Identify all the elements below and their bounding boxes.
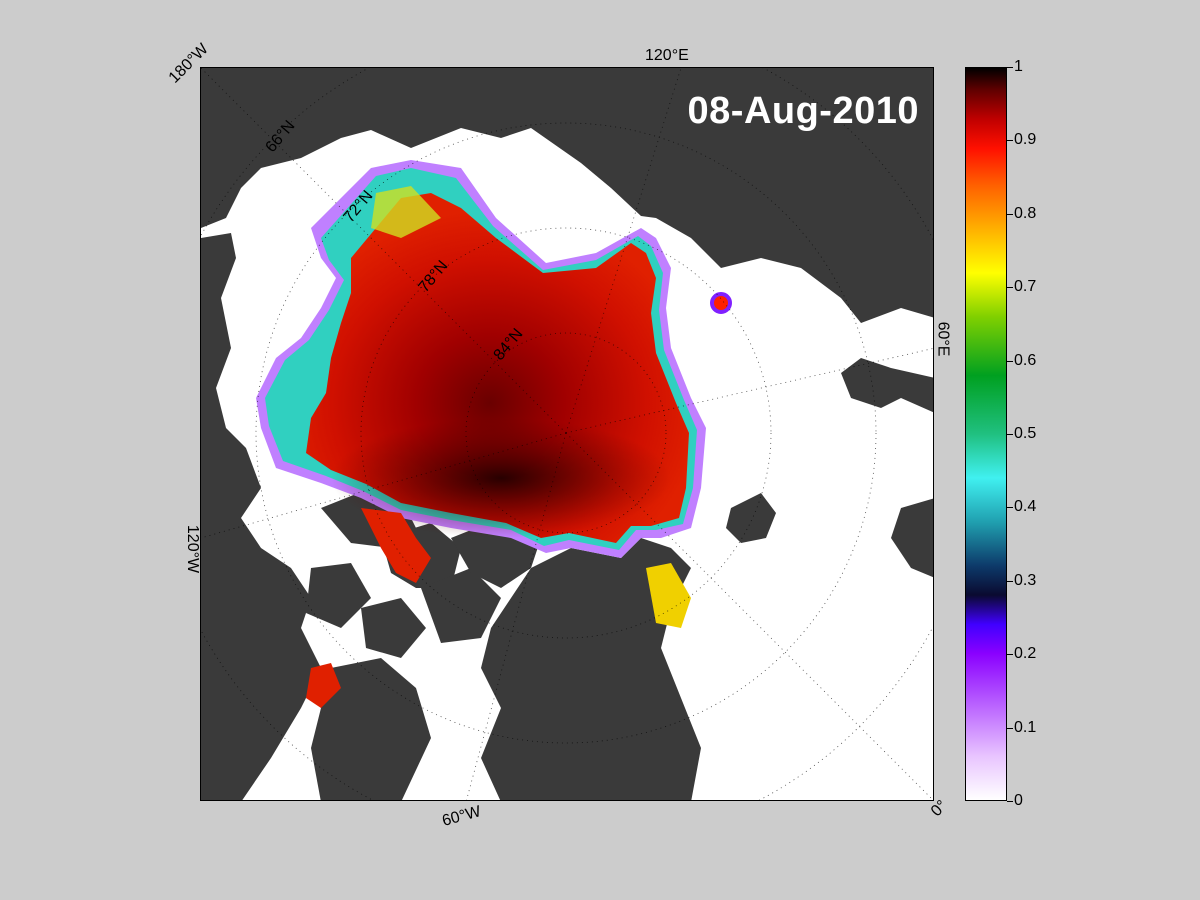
colorbar-tick-label: 0.5 (1014, 425, 1037, 442)
lon-120e-label: 120°E (645, 47, 689, 64)
colorbar-tick (1007, 434, 1013, 435)
colorbar-tick-label: 0.9 (1014, 131, 1037, 149)
colorbar-tick-label: 0 (1014, 792, 1023, 809)
land-baffin (311, 658, 431, 800)
ice-thick-core (331, 418, 671, 538)
ice-fram-yellow (646, 563, 691, 628)
colorbar-tick (1007, 140, 1013, 142)
land-eurasia (201, 68, 933, 323)
colorbar-tick-label: 0.1 (1014, 718, 1037, 736)
colorbar-tick-label: 0.2 (1014, 645, 1037, 663)
land-alaska (201, 233, 321, 800)
ice-channel-baffin (306, 663, 341, 708)
colorbar-tick (1007, 727, 1013, 729)
sea-ice-map: 08-Aug-2010 66°N 72°N 78°N 84°N (200, 67, 934, 801)
colorbar-tick-label: 1 (1014, 58, 1023, 75)
colorbar-tick (1007, 801, 1013, 802)
colorbar-tick-label: 0.6 (1014, 351, 1037, 369)
colorbar-tick (1007, 360, 1013, 362)
lon-120w-label: 120°W (184, 524, 202, 574)
ice-channels (361, 508, 431, 583)
date-label: 08-Aug-2010 (687, 90, 919, 132)
colorbar-tick (1007, 507, 1013, 509)
graticule (201, 68, 933, 800)
ice-polynya (710, 292, 732, 314)
land-archipelago-3 (306, 563, 371, 628)
colorbar-tick (1007, 580, 1013, 582)
lon-60e-label: 60°E (934, 321, 952, 357)
colorbar-tick-label: 0.7 (1014, 278, 1037, 296)
land-archipelago-5 (421, 568, 501, 643)
colorbar-tick (1007, 654, 1013, 656)
lon-60w-label: 60°W (440, 803, 483, 830)
land-svalbard (726, 493, 776, 543)
concentration-colorbar (965, 67, 1007, 801)
ice-beaufort-yellow (371, 186, 441, 238)
colorbar-tick (1007, 213, 1013, 215)
land-greenland (481, 538, 701, 800)
colorbar-tick-label: 0.4 (1014, 498, 1037, 516)
colorbar-tick (1007, 287, 1013, 289)
colorbar-tick-label: 0.3 (1014, 571, 1037, 589)
colorbar-tick-label: 0.8 (1014, 204, 1037, 222)
land-archipelago-4 (361, 598, 426, 658)
colorbar-tick (1007, 67, 1013, 68)
land-scandinavia (841, 358, 933, 413)
polar-stereographic-map (201, 68, 933, 800)
land-norway-edge (891, 498, 933, 578)
